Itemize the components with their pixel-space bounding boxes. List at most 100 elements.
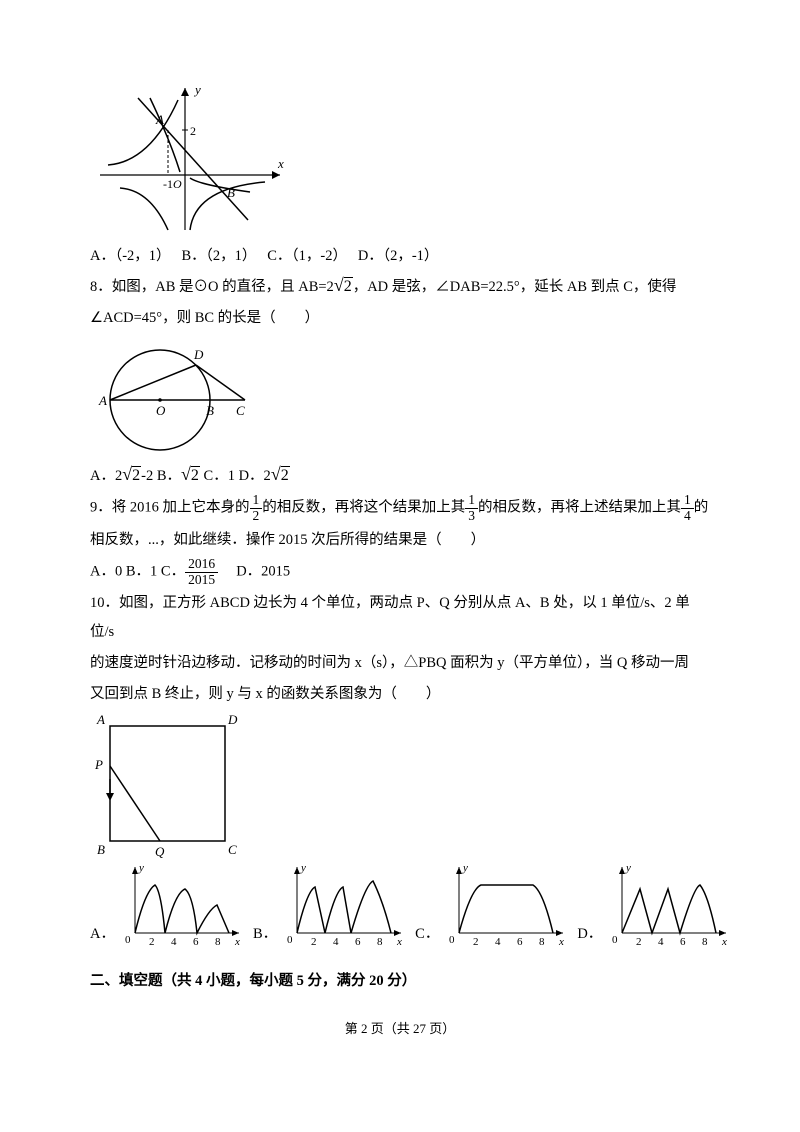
q10-chart-c: y x 0 2 4 6 8	[441, 861, 569, 949]
q10-option-row: A． y x 0 2 4 6 8 B． y x 0 2 4 6	[90, 861, 710, 949]
chart-c-t4: 8	[539, 936, 545, 948]
q10-B: B	[97, 842, 105, 857]
tick-x: -1	[163, 177, 173, 191]
q8-sqrt-a: 2	[132, 466, 141, 484]
chart-b-t2: 4	[333, 936, 339, 948]
q9-t1: 将 2016 加上它本身的	[112, 500, 250, 516]
q8-t1b: ，AD 是弦，∠DAB=22.5°，延长 AB 到点 C，使得	[353, 279, 677, 295]
q8-text: 8．如图，AB 是⊙O 的直径，且 AB=2√2，AD 是弦，∠DAB=22.5…	[90, 273, 710, 302]
q8-D: D	[193, 347, 204, 362]
section-2-heading: 二、填空题（共 4 小题，每小题 5 分，满分 20 分）	[90, 967, 710, 996]
q10-opt-d-wrap: D． y x 0 2 4 6 8	[577, 861, 732, 949]
chart-c-t2: 4	[495, 936, 501, 948]
q9-f2n: 1	[465, 493, 478, 509]
q10-num: 10．	[90, 595, 119, 611]
chart-b-y: y	[300, 862, 306, 874]
chart-a-0: 0	[125, 934, 131, 946]
q10-P: P	[94, 757, 103, 772]
q10-t1: 如图，正方形 ABCD 边长为 4 个单位，两动点 P、Q 分别从点 A、B 处…	[90, 595, 690, 640]
q10-l2: 的速度逆时针沿边移动．记移动的时间为 x（s），△PBQ 面积为 y（平方单位）…	[90, 649, 710, 678]
q8-opt-a-pre: A．2	[90, 468, 122, 484]
chart-b-t3: 6	[355, 936, 361, 948]
q8-A: A	[98, 393, 107, 408]
chart-c-t3: 6	[517, 936, 523, 948]
q8-B: B	[206, 403, 214, 418]
q10-opt-a-wrap: A． y x 0 2 4 6 8	[90, 861, 245, 949]
q10-D: D	[227, 712, 238, 727]
q9-opt-a: A．0	[90, 563, 122, 579]
q7-opt-b: B．（2，1）	[181, 248, 249, 264]
q8-C: C	[236, 403, 245, 418]
q10-Q: Q	[155, 844, 165, 859]
q8-num: 8．	[90, 279, 112, 295]
q10-opt-b-wrap: B． y x 0 2 4 6 8	[253, 861, 407, 949]
q10-chart-a: y x 0 2 4 6 8	[117, 861, 245, 949]
q9-options: A．0 B．1 C．20162015 D．2015	[90, 557, 710, 588]
chart-a-x: x	[234, 936, 240, 948]
q8-opt-b-pre: B．	[157, 468, 181, 484]
q7-opt-a: A．（-2，1）	[90, 248, 163, 264]
q8-options: A．2√2-2 B．√2 C．1 D．2√2	[90, 462, 710, 491]
q9-t4: 的	[694, 500, 709, 516]
q9-t3: 的相反数，再将上述结果加上其	[478, 500, 681, 516]
chart-b-t4: 8	[377, 936, 383, 948]
origin-label: O	[173, 177, 182, 191]
q9-opt-b: B．1	[126, 563, 157, 579]
q10-square: A D B C P Q	[90, 711, 245, 861]
q7-opt-d: D．（2，-1）	[358, 248, 439, 264]
q9-line2: 相反数，...，如此继续．操作 2015 次后所得的结果是（ ）	[90, 526, 710, 555]
axis-x-label: x	[277, 156, 284, 171]
q9-f1n: 1	[250, 493, 263, 509]
q10-C: C	[228, 842, 237, 857]
q8-opt-a-suf: -2	[141, 468, 153, 484]
q8-t1: 如图，AB 是⊙O 的直径，且 AB=2	[112, 279, 334, 295]
q10-opt-c-wrap: C． y x 0 2 4 6 8	[415, 861, 569, 949]
page-footer: 第 2 页（共 27 页）	[90, 1016, 710, 1042]
q10-opt-a-label: A．	[90, 920, 115, 949]
q10-opt-d-label: D．	[577, 920, 602, 949]
q9-num: 9．	[90, 500, 112, 516]
chart-c-t1: 2	[473, 936, 479, 948]
q10-opt-b-label: B．	[253, 920, 277, 949]
q8-opt-d-pre: D．2	[239, 468, 271, 484]
q8-sqrt-b: 2	[191, 466, 200, 484]
chart-d-t2: 4	[658, 936, 664, 948]
q10-chart-d: y x 0 2 4 6 8	[604, 861, 732, 949]
chart-d-t3: 6	[680, 936, 686, 948]
q10-l1: 10．如图，正方形 ABCD 边长为 4 个单位，两动点 P、Q 分别从点 A、…	[90, 589, 710, 647]
chart-d-t4: 8	[702, 936, 708, 948]
chart-d-y: y	[625, 862, 631, 874]
q7-opt-c: C．（1，-2）	[267, 248, 340, 264]
q7-graph: y x -1 2 O A B	[90, 80, 290, 240]
q8-circle: A B C D O	[90, 335, 255, 460]
chart-d-t1: 2	[636, 936, 642, 948]
q8-text2: ∠ACD=45°，则 BC 的长是（ ）	[90, 304, 710, 333]
q9-f1d: 2	[250, 509, 263, 524]
chart-c-0: 0	[449, 934, 455, 946]
q10-chart-b: y x 0 2 4 6 8	[279, 861, 407, 949]
q7-options: A．（-2，1） B．（2，1） C．（1，-2） D．（2，-1）	[90, 242, 710, 271]
q8-sqrt-d: 2	[281, 466, 290, 484]
q9-f3d: 4	[681, 509, 694, 524]
q9-f4d: 2015	[185, 573, 218, 588]
chart-c-x: x	[558, 936, 564, 948]
chart-c-y: y	[462, 862, 468, 874]
chart-b-t1: 2	[311, 936, 317, 948]
chart-a-t1: 2	[149, 936, 155, 948]
q9-opt-c: C．	[161, 563, 185, 579]
axis-y-label: y	[193, 82, 201, 97]
chart-a-t3: 6	[193, 936, 199, 948]
chart-a-y: y	[138, 862, 144, 874]
q9-f3n: 1	[681, 493, 694, 509]
q9-f2d: 3	[465, 509, 478, 524]
chart-d-0: 0	[612, 934, 618, 946]
chart-b-0: 0	[287, 934, 293, 946]
q9-line1: 9．将 2016 加上它本身的12的相反数，再将这个结果加上其13的相反数，再将…	[90, 493, 710, 524]
q9-t2: 的相反数，再将这个结果加上其	[262, 500, 465, 516]
q10-l3: 又回到点 B 终止，则 y 与 x 的函数关系图象为（ ）	[90, 680, 710, 709]
chart-d-x: x	[721, 936, 727, 948]
q10-A: A	[96, 712, 105, 727]
chart-b-x: x	[396, 936, 402, 948]
q10-opt-c-label: C．	[415, 920, 439, 949]
q8-sqrt-arg1: 2	[344, 277, 353, 295]
